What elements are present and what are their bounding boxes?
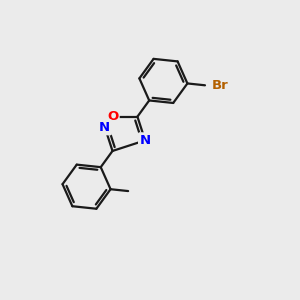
- Text: N: N: [140, 134, 151, 147]
- Text: O: O: [107, 110, 118, 123]
- Text: Br: Br: [212, 79, 228, 92]
- Text: N: N: [99, 121, 110, 134]
